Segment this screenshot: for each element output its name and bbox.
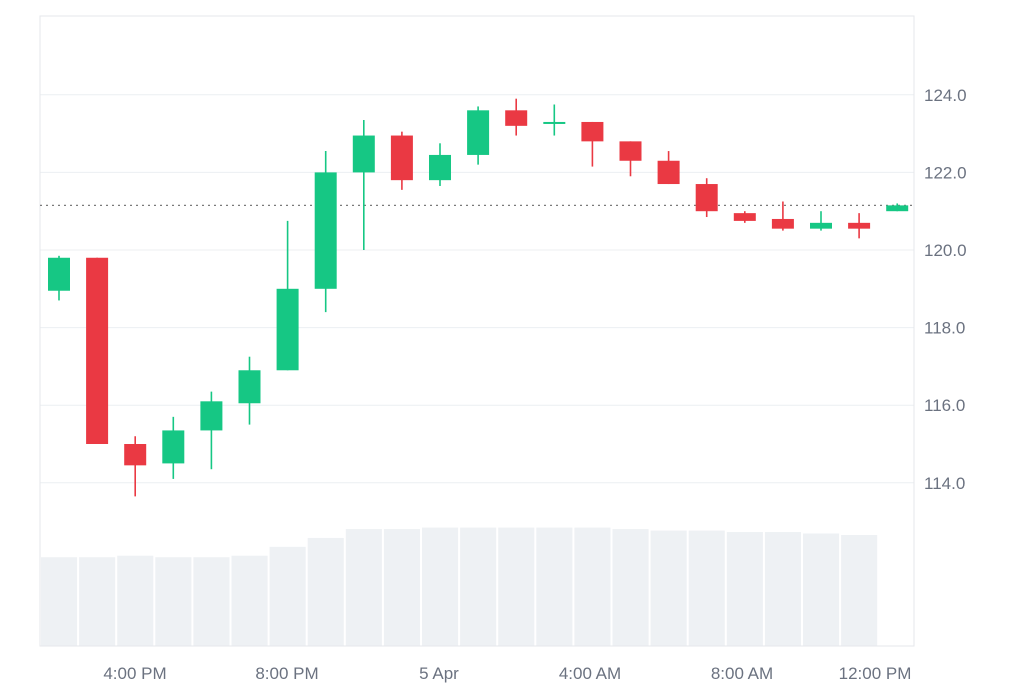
candle-body [771, 218, 794, 229]
volume-bar [345, 529, 382, 646]
volume-bar [193, 557, 230, 646]
candle-body [276, 288, 299, 371]
volume-bars [41, 527, 878, 646]
candle-body [619, 141, 642, 161]
candle-body [848, 222, 871, 229]
candle-up [352, 120, 375, 250]
candle-down [771, 201, 794, 231]
candle-up [429, 143, 451, 186]
volume-bar [536, 527, 573, 646]
candle-up [162, 416, 185, 479]
candle-body [429, 154, 451, 181]
x-tick-label: 4:00 PM [103, 664, 166, 683]
volume-bar [155, 557, 192, 646]
candle-down [695, 178, 718, 218]
y-tick-label: 116.0 [924, 396, 965, 415]
candle-down [619, 141, 642, 177]
candle-body [657, 160, 680, 185]
candle-up [276, 220, 299, 371]
y-tick-label: 122.0 [924, 163, 967, 182]
plot-frame [39, 15, 915, 647]
candle-body [467, 110, 490, 155]
candle-up [810, 211, 832, 231]
candle-up [200, 391, 223, 470]
volume-bar [650, 530, 687, 646]
candle-body [886, 205, 909, 212]
volume-bar [231, 555, 268, 646]
candle-down [657, 151, 680, 185]
candle-body [238, 370, 261, 404]
candle-down [86, 257, 109, 444]
candle-up [543, 104, 566, 136]
candle-down [505, 98, 528, 136]
volume-bar [41, 557, 78, 646]
candle-body [352, 135, 375, 173]
candle-body [86, 257, 109, 444]
volume-bar [764, 532, 801, 646]
candle-down [848, 213, 871, 239]
candle-body [733, 213, 756, 221]
volume-bar [383, 529, 420, 646]
candle-up [48, 255, 70, 301]
candle-up [238, 356, 261, 425]
candle-body [390, 135, 413, 181]
candle-body [543, 121, 566, 124]
x-tick-label: 8:00 AM [711, 664, 773, 683]
candle-down [124, 436, 147, 497]
candle-body [581, 121, 604, 142]
volume-bar [726, 532, 763, 646]
candles [48, 98, 909, 497]
candle-body [200, 401, 223, 431]
y-tick-label: 114.0 [924, 474, 965, 493]
candle-up [467, 106, 490, 165]
candle-body [314, 172, 337, 289]
volume-bar [574, 527, 611, 646]
grid-lines [40, 94, 914, 484]
volume-bar [307, 537, 344, 646]
candle-body [505, 110, 528, 126]
volume-bar [269, 546, 306, 646]
y-tick-label: 124.0 [924, 86, 967, 105]
volume-bar [79, 557, 116, 646]
volume-bar [460, 527, 497, 646]
candle-body [162, 430, 185, 464]
candle-body [810, 222, 832, 229]
candle-body [124, 444, 147, 466]
candle-down [733, 211, 756, 223]
volume-bar [612, 529, 649, 646]
candle-body [48, 257, 70, 291]
candle-body [695, 184, 718, 212]
x-axis: 4:00 PM 8:00 PM 5 Apr 4:00 AM 8:00 AM 12… [103, 664, 911, 683]
volume-bar [498, 527, 535, 646]
candle-up [886, 203, 909, 212]
y-axis: 124.0 122.0 120.0 118.0 116.0 114.0 [924, 86, 967, 493]
x-tick-label: 8:00 PM [255, 664, 318, 683]
x-tick-label: 12:00 PM [839, 664, 912, 683]
volume-bar [841, 535, 878, 646]
x-tick-label: 5 Apr [419, 664, 459, 683]
candle-down [581, 121, 604, 167]
candle-up [314, 151, 337, 313]
y-tick-label: 118.0 [924, 319, 965, 338]
x-tick-label: 4:00 AM [559, 664, 621, 683]
y-tick-label: 120.0 [924, 241, 967, 260]
candle-down [390, 131, 413, 190]
volume-bar [688, 530, 725, 646]
volume-bar [422, 527, 459, 646]
volume-bar [117, 555, 154, 646]
volume-bar [803, 533, 840, 646]
